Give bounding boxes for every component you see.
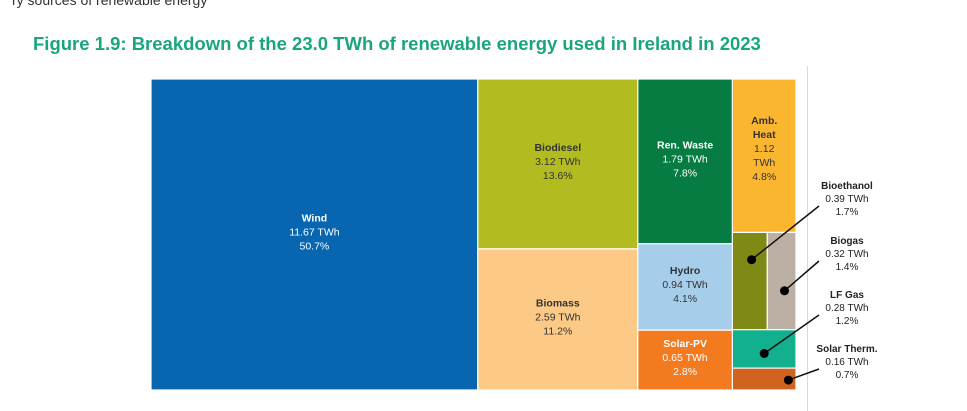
tile-name-label: Hydro <box>670 265 700 277</box>
cut-off-text-line: ry sources of renewable energy <box>12 0 208 8</box>
tile-label-biomass: Biomass 2.59 TWh 11.2% <box>535 298 580 338</box>
tile-name-label: Biodiesel <box>534 142 581 154</box>
callout-value-label: 0.32 TWh <box>825 249 868 260</box>
tile-label-amb-heat: Amb. Heat 1.12 TWh 4.8% <box>751 115 777 183</box>
tile-hydro <box>637 243 734 331</box>
callout-share-label: 1.2% <box>836 316 859 327</box>
tile-solar-pv <box>637 329 734 391</box>
tile-value-label: 0.94 TWh <box>662 279 707 291</box>
tile-value-label: 11.67 TWh <box>289 227 340 239</box>
tile-value-label: 2.59 TWh <box>535 312 580 324</box>
tile-label-wind: Wind 11.67 TWh 50.7% <box>289 213 340 253</box>
divider-line <box>807 66 808 411</box>
tile-label-solar-pv: Solar-PV 0.65 TWh 2.8% <box>662 338 707 378</box>
tile-name-label: Amb. <box>751 115 777 127</box>
callout-line-solar-therm <box>788 368 820 381</box>
tile-share-label: 13.6% <box>543 170 573 182</box>
tile-value-label: 3.12 TWh <box>535 156 580 168</box>
tile-ren-waste <box>637 78 734 245</box>
tile-name-label: Ren. Waste <box>657 139 713 151</box>
tile-value-label: 1.12 <box>754 143 775 155</box>
tile-name-label: Biomass <box>536 298 580 310</box>
callout-name-label: LF Gas <box>830 290 864 301</box>
callout-value-label: 0.39 TWh <box>825 194 868 205</box>
tile-label-hydro: Hydro 0.94 TWh 4.1% <box>662 265 707 305</box>
callout-share-label: 0.7% <box>836 370 859 381</box>
tile-wind <box>150 78 479 391</box>
tile-name-label: Wind <box>302 213 328 225</box>
tile-bioethanol <box>731 231 768 331</box>
tile-biomass <box>477 248 639 391</box>
tile-biogas <box>766 231 797 331</box>
callout-name-label: Solar Therm. <box>816 344 877 355</box>
callout-label-solar-therm: Solar Therm. 0.16 TWh 0.7% <box>816 344 877 381</box>
callout-dot-lf-gas <box>759 349 769 358</box>
callout-label-bioethanol: Bioethanol 0.39 TWh 1.7% <box>821 181 873 218</box>
tile-value-label: 1.79 TWh <box>662 153 707 165</box>
callout-line-lf-gas <box>763 314 820 355</box>
callout-name-label: Bioethanol <box>821 181 873 192</box>
tile-label-ren-waste: Ren. Waste 1.79 TWh 7.8% <box>657 139 713 179</box>
callout-share-label: 1.7% <box>836 207 859 218</box>
tile-name-label: Heat <box>753 129 776 141</box>
tile-amb-heat <box>731 78 797 233</box>
tile-solar-therm <box>731 367 797 391</box>
callout-dot-biogas <box>780 286 789 296</box>
tile-value-label: 0.65 TWh <box>662 352 707 364</box>
callout-dot-solar-therm <box>783 375 793 385</box>
tile-value-label: TWh <box>753 157 775 169</box>
callout-label-biogas: Biogas 0.32 TWh 1.4% <box>825 236 868 273</box>
tile-label-biodiesel: Biodiesel 3.12 TWh 13.6% <box>534 142 581 182</box>
callout-value-label: 0.28 TWh <box>825 303 868 314</box>
callout-dot-bioethanol <box>747 255 757 265</box>
tile-share-label: 11.2% <box>543 326 572 338</box>
callout-label-lf-gas: LF Gas 0.28 TWh 1.2% <box>825 290 868 327</box>
tile-share-label: 4.1% <box>673 293 697 305</box>
callout-line-bioethanol <box>751 205 820 261</box>
tile-share-label: 2.8% <box>673 366 697 378</box>
callout-line-biogas <box>784 260 820 292</box>
figure-title: Figure 1.9: Breakdown of the 23.0 TWh of… <box>33 33 761 54</box>
tile-share-label: 7.8% <box>673 167 697 179</box>
callout-name-label: Biogas <box>830 236 864 247</box>
tile-lf-gas <box>731 329 797 369</box>
callout-value-label: 0.16 TWh <box>825 357 868 368</box>
tile-share-label: 50.7% <box>300 241 330 253</box>
tile-share-label: 4.8% <box>752 171 776 183</box>
callout-share-label: 1.4% <box>836 262 859 273</box>
tile-name-label: Solar-PV <box>663 338 707 350</box>
